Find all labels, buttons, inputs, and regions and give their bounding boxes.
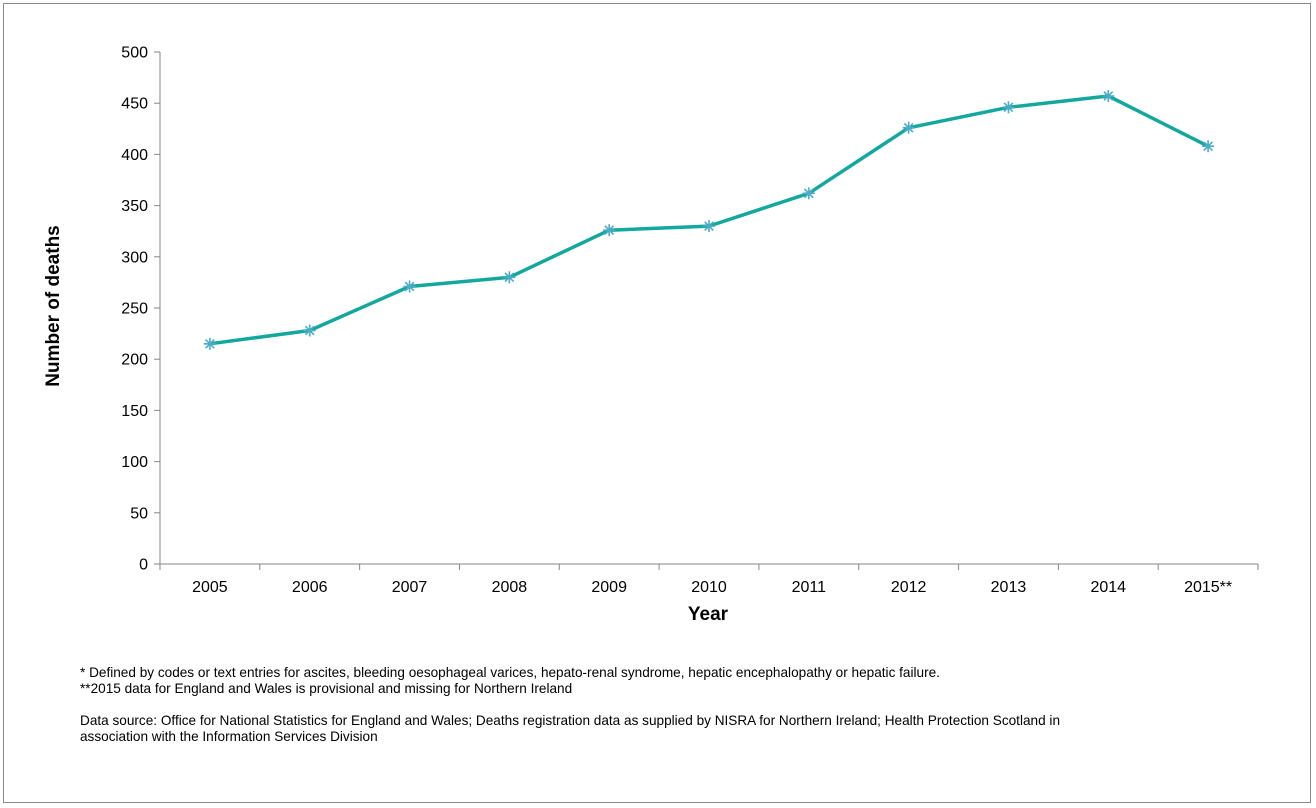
y-tick-label: 400 [121,147,148,164]
x-tick-label: 2015** [1184,579,1232,596]
y-tick-label: 500 [121,45,148,62]
data-source-line-2: association with the Information Service… [80,729,378,744]
data-point-marker [603,224,616,237]
x-tick-label: 2007 [392,579,428,596]
data-point-marker [703,220,715,233]
chart-notes: * Defined by codes or text entries for a… [80,665,1280,745]
data-point-marker [403,280,416,293]
x-tick-label: 2010 [691,579,727,596]
x-tick-label: 2006 [292,579,328,596]
y-tick-label: 300 [121,249,148,266]
data-point-marker [203,337,216,350]
data-point-marker [503,271,516,284]
data-point-marker [802,187,815,200]
y-tick-label: 150 [121,403,148,420]
data-point-marker [1102,90,1115,103]
series-line [209,94,1209,346]
x-tick-label: 2008 [492,579,528,596]
y-axis: 0 50 100 150 200 250 300 350 400 450 500 [121,45,161,574]
x-axis-title: Year [688,604,729,625]
data-point-marker [1202,140,1215,153]
series-group [203,90,1215,350]
y-tick-label: 200 [121,352,148,369]
y-tick-label: 100 [121,454,148,471]
x-tick-label: 2014 [1090,579,1126,596]
chart-frame [3,3,1311,803]
data-source-line-1: Data source: Office for National Statist… [80,713,1061,728]
y-tick-label: 50 [130,505,148,522]
y-tick-label: 350 [121,198,148,215]
y-tick-label: 250 [121,301,148,318]
y-tick-label: 0 [139,557,148,574]
data-point-marker [303,324,316,337]
x-tick-label: 2012 [891,579,927,596]
data-point-marker [902,121,915,134]
x-tick-label: 2005 [192,579,228,596]
x-tick-label: 2011 [792,579,827,596]
footnote-1: * Defined by codes or text entries for a… [80,665,940,680]
x-axis: 2005 2006 2007 2008 2009 2010 2011 2012 2013 2014… [159,563,1259,596]
y-axis-title: Number of deaths [43,225,64,387]
footnote-2: **2015 data for England and Wales is pro… [80,681,573,696]
x-tick-label: 2009 [591,579,627,596]
y-tick-label: 450 [121,96,148,113]
x-tick-label: 2013 [991,579,1027,596]
data-point-marker [1002,101,1015,114]
